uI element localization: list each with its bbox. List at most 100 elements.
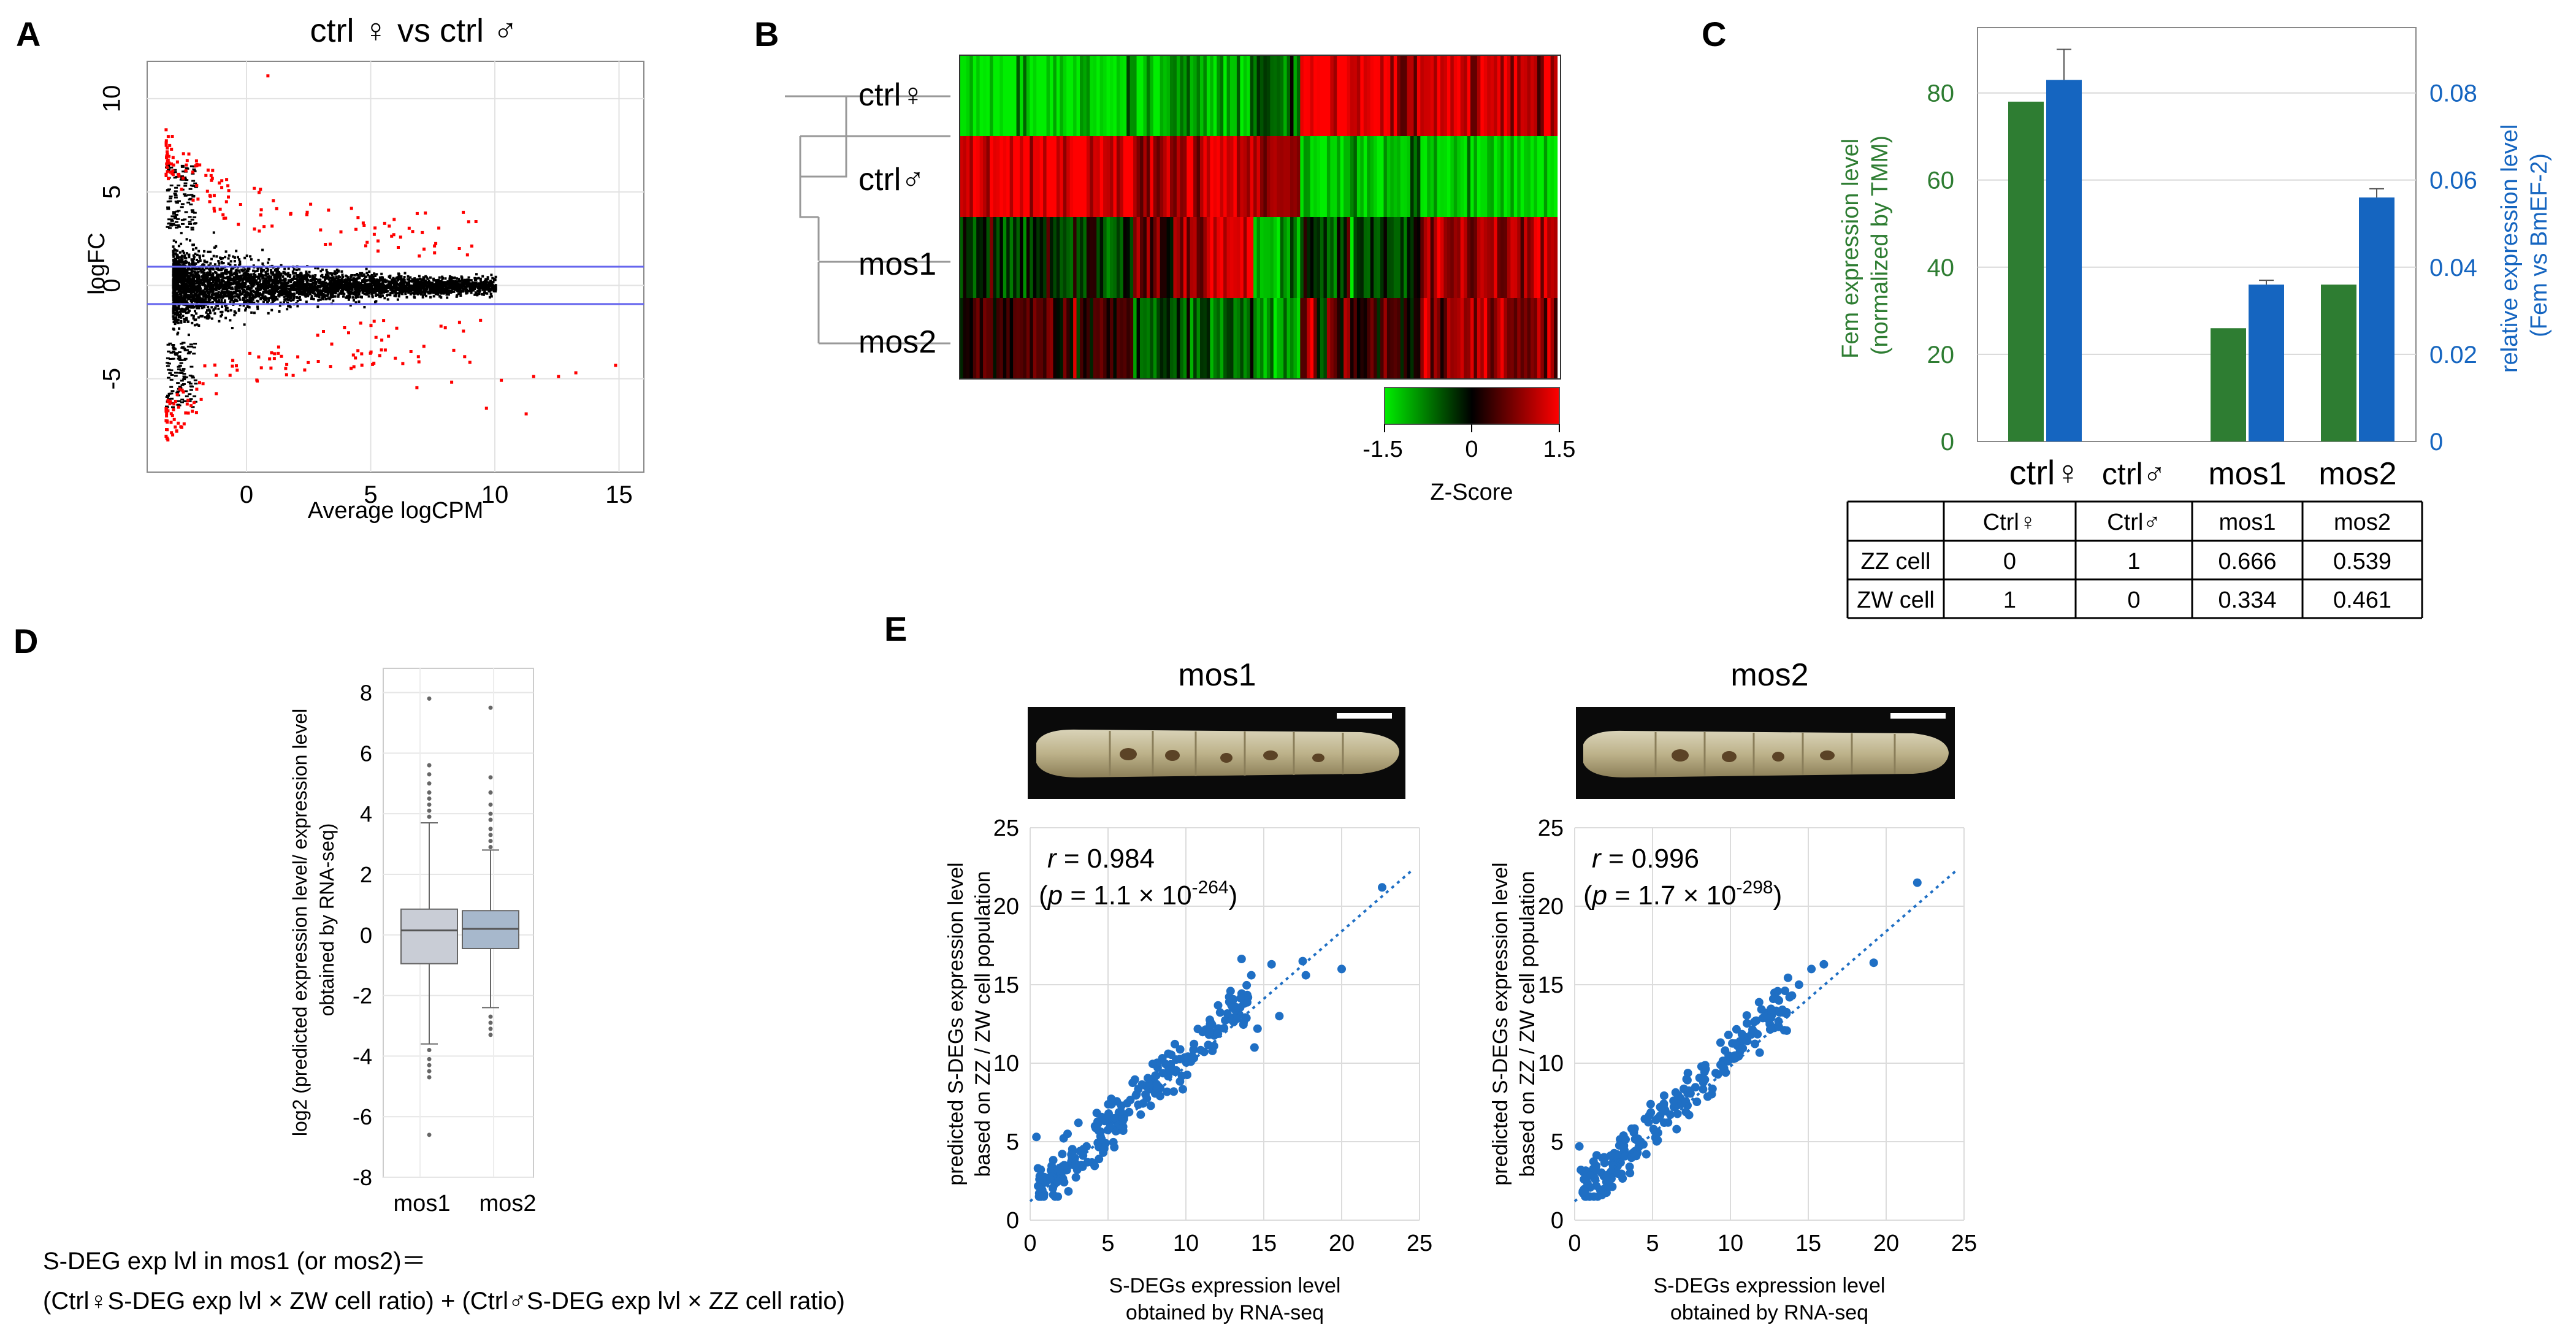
heatmap-cell: [1420, 298, 1424, 379]
heatmap-cell: [1173, 217, 1177, 298]
heatmap-cell: [1450, 217, 1454, 298]
heatmap-cell: [1110, 217, 1114, 298]
heatmap-cell: [1307, 55, 1311, 136]
bar-fem-level: [2008, 101, 2044, 441]
heatmap-cell: [1513, 217, 1518, 298]
heatmap-cell: [1173, 136, 1177, 217]
heatmap-cell: [1430, 55, 1434, 136]
heatmap-cell: [1477, 217, 1481, 298]
heatmap-cell: [1253, 298, 1258, 379]
data-point: [1781, 987, 1789, 995]
heatmap-cell: [1220, 217, 1224, 298]
data-point: [1074, 1118, 1083, 1128]
heatmap-cell: [1247, 55, 1251, 136]
data-point: [1164, 1066, 1174, 1075]
heatmap-cell: [1547, 136, 1551, 217]
heatmap-cell: [1504, 136, 1508, 217]
heatmap-cell: [1243, 55, 1247, 136]
heatmap-cell: [1066, 55, 1071, 136]
x-tick-label: 15: [1795, 1231, 1821, 1256]
y-tick-label: 15: [1538, 972, 1564, 998]
panel-label-b: B: [754, 15, 779, 53]
category-label: mos1: [2208, 456, 2286, 492]
heatmap-cell: [1123, 217, 1127, 298]
heatmap-cell: [1006, 217, 1011, 298]
heatmap-cell: [1036, 136, 1041, 217]
heatmap-cell: [1163, 217, 1168, 298]
data-point: [1033, 1164, 1042, 1173]
heatmap-cell: [1056, 55, 1060, 136]
heatmap-cell: [1443, 55, 1448, 136]
heatmap-cell: [1367, 136, 1371, 217]
outlier-point: [427, 696, 432, 701]
heatmap-cell: [1253, 136, 1258, 217]
data-point: [1155, 1091, 1164, 1101]
table-header-cell: Ctrl♀: [1983, 510, 2037, 535]
heatmap-cell: [1473, 136, 1478, 217]
heatmap-cell: [1043, 298, 1047, 379]
heatmap-cell: [1193, 298, 1198, 379]
scatter-points-background: [165, 164, 497, 408]
y-tick-label: -8: [353, 1165, 372, 1190]
panel-c-bars: [2008, 48, 2394, 441]
heatmap-cell: [1020, 55, 1024, 136]
heatmap-cell: [1026, 55, 1030, 136]
heatmap-cell: [1457, 217, 1461, 298]
heatmap-cell: [1367, 55, 1371, 136]
heatmap-cell: [969, 136, 974, 217]
data-point: [1064, 1187, 1073, 1196]
heatmap-cell: [1313, 298, 1318, 379]
heatmap-cell: [1337, 298, 1341, 379]
data-point: [1783, 973, 1792, 982]
y-tick-label: -4: [353, 1044, 372, 1069]
heatmap-cell: [1039, 298, 1044, 379]
heatmap-cell: [1277, 136, 1281, 217]
heatmap-cell: [1096, 298, 1101, 379]
category-label: mos2: [2318, 456, 2396, 492]
heatmap-cell: [1240, 136, 1244, 217]
data-point: [1152, 1071, 1161, 1080]
heatmap-cell: [1326, 217, 1331, 298]
heatmap-cell: [960, 55, 964, 136]
table-header-cell: mos2: [2334, 510, 2391, 535]
heatmap-cell: [1110, 55, 1114, 136]
heatmap-cell: [1166, 298, 1171, 379]
p-value-close: ): [1229, 880, 1238, 911]
heatmap-cell: [1363, 298, 1367, 379]
heatmap-cell: [1243, 136, 1247, 217]
heatmap-cell: [1520, 298, 1524, 379]
heatmap-cell: [1099, 136, 1104, 217]
heatmap-cell: [1323, 136, 1328, 217]
heatmap-cell: [1283, 217, 1288, 298]
heatmap-cell: [1333, 55, 1337, 136]
heatmap-cell: [1350, 136, 1355, 217]
heatmap-cell: [1050, 298, 1054, 379]
heatmap-cell: [1457, 55, 1461, 136]
data-point: [1671, 1088, 1680, 1097]
heatmap-cell: [1213, 136, 1217, 217]
table-header-cell: mos1: [2219, 510, 2276, 535]
heatmap-cell: [1420, 136, 1424, 217]
heatmap-cell: [1416, 136, 1421, 217]
heatmap-cell: [1537, 298, 1541, 379]
heatmap-cell: [1303, 55, 1307, 136]
heatmap-cell: [1120, 55, 1124, 136]
heatmap-cell: [973, 136, 977, 217]
heatmap-cell: [1036, 217, 1041, 298]
r-value: = 0.984: [1057, 844, 1155, 874]
outlier-point: [488, 827, 493, 831]
data-point: [1626, 1169, 1635, 1178]
heatmap-cell: [1410, 55, 1415, 136]
heatmap-cell: [1340, 55, 1344, 136]
heatmap-cell: [1427, 55, 1431, 136]
panel-c-category-labels: ctrl♀ ctrl♂ mos1 mos2: [2009, 453, 2397, 492]
heatmap-cell: [1383, 217, 1388, 298]
heatmap-cell: [969, 298, 974, 379]
heatmap-cell: [1143, 217, 1147, 298]
heatmap-cell: [1413, 55, 1418, 136]
heatmap-cell: [1404, 298, 1408, 379]
heatmap-cell: [1374, 55, 1378, 136]
heatmap-cell: [1326, 136, 1331, 217]
heatmap-cell: [1347, 55, 1351, 136]
panel-a-points: [164, 74, 617, 442]
